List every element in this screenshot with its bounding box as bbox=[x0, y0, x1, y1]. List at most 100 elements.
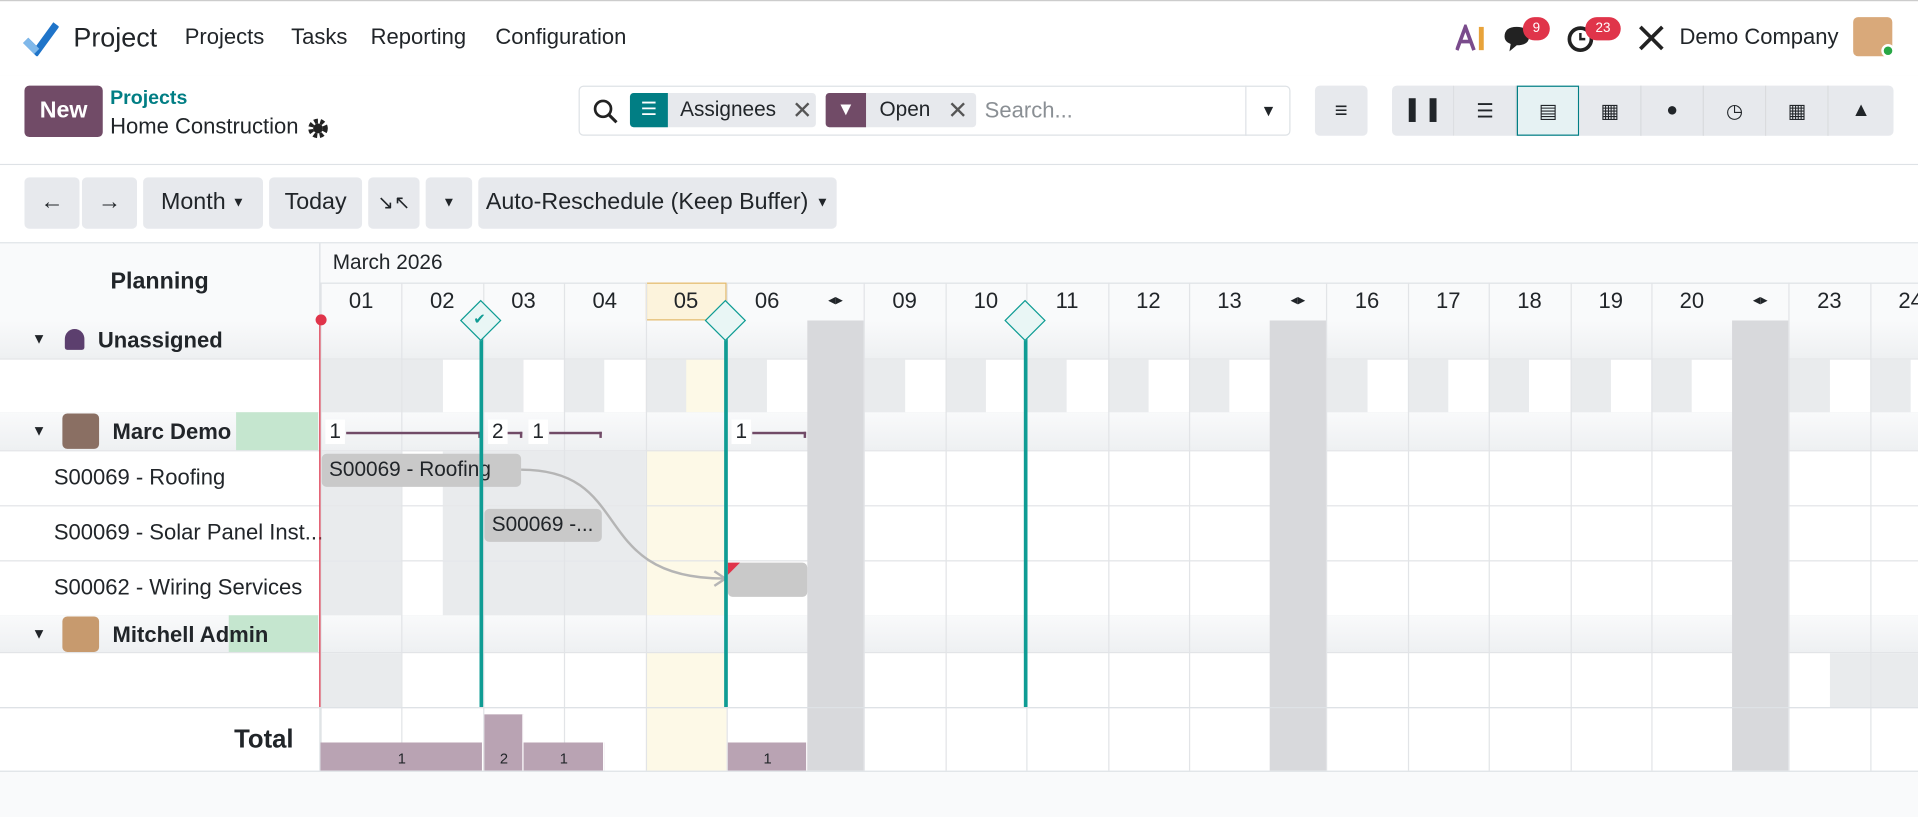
view-gantt[interactable]: ▤ bbox=[1516, 85, 1580, 136]
unavailable-cell bbox=[1570, 359, 1611, 413]
row-line bbox=[0, 505, 1918, 507]
unavailable-cell bbox=[1488, 359, 1530, 413]
facet-label: Assignees bbox=[680, 97, 777, 122]
activities-badge: 23 bbox=[1585, 17, 1621, 41]
view-activity[interactable]: ◷ bbox=[1703, 85, 1767, 136]
breadcrumb[interactable]: Projects bbox=[110, 88, 188, 109]
column-line bbox=[1651, 282, 1653, 771]
day-label: 09 bbox=[892, 288, 917, 314]
group-caret[interactable]: ▼ bbox=[31, 330, 47, 348]
facet-remove[interactable]: ✕ bbox=[791, 97, 813, 125]
day-label: 03 bbox=[511, 288, 536, 314]
messages-badge: 9 bbox=[1522, 17, 1550, 41]
unavailable-cell bbox=[1870, 359, 1911, 413]
column-line bbox=[1188, 282, 1191, 771]
milestone-line bbox=[1023, 320, 1028, 708]
group-caret[interactable]: ▼ bbox=[31, 625, 47, 643]
expand-toggle[interactable]: ◂▸ bbox=[1290, 291, 1306, 309]
column-line bbox=[864, 282, 866, 771]
view-graph[interactable]: ▲ bbox=[1828, 85, 1894, 136]
total-bar bbox=[523, 742, 605, 771]
next-button[interactable]: → bbox=[81, 177, 137, 229]
collapsed-column bbox=[1269, 320, 1326, 771]
unavailable-cell bbox=[645, 359, 686, 413]
previous-button[interactable]: ← bbox=[24, 177, 80, 229]
search-input[interactable]: Search... bbox=[984, 97, 1073, 123]
view-kanban[interactable]: ▌▐ bbox=[1392, 85, 1455, 136]
today-button[interactable]: Today bbox=[269, 177, 363, 229]
group-name: Mitchell Admin bbox=[112, 622, 269, 648]
column-line bbox=[1570, 282, 1572, 771]
now-dot bbox=[315, 314, 327, 326]
view-list[interactable]: ☰ bbox=[1454, 85, 1517, 136]
menu-item[interactable]: Configuration bbox=[495, 24, 627, 49]
scale-dropdown[interactable]: Month ▼ bbox=[143, 177, 263, 229]
unavailable-cell bbox=[726, 359, 768, 413]
more-dropdown[interactable]: ▼ bbox=[425, 177, 473, 229]
unavailable-cell bbox=[1788, 359, 1830, 413]
group-caret[interactable]: ▼ bbox=[31, 422, 47, 440]
day-label: 06 bbox=[754, 288, 780, 314]
reschedule-label: Auto-Reschedule (Keep Buffer) bbox=[485, 189, 809, 216]
expand-toggle[interactable]: ◂▸ bbox=[828, 291, 843, 309]
view-pivot[interactable]: ▦ bbox=[1766, 85, 1829, 136]
day-label: 18 bbox=[1517, 288, 1542, 314]
view-map[interactable]: ● bbox=[1641, 85, 1704, 136]
menu-item[interactable]: Reporting bbox=[370, 24, 467, 49]
count-span bbox=[549, 431, 602, 435]
facet-label: Open bbox=[879, 97, 931, 122]
count-span bbox=[752, 431, 807, 435]
user-avatar bbox=[62, 616, 100, 652]
unavailable-cell bbox=[401, 359, 443, 413]
menu-item[interactable]: Tasks bbox=[291, 24, 348, 49]
task-pill[interactable]: S00069 -... bbox=[484, 508, 602, 542]
row-label: S00069 - Roofing bbox=[53, 464, 226, 490]
search-icon[interactable] bbox=[592, 98, 619, 125]
column-line bbox=[482, 282, 485, 771]
filter-toggle[interactable]: ≡ bbox=[1314, 85, 1368, 136]
menu-item[interactable]: Projects bbox=[184, 24, 265, 49]
expand-toggle[interactable]: ◂▸ bbox=[1752, 291, 1768, 309]
ai-icon[interactable] bbox=[1455, 24, 1488, 51]
scale-label: Month bbox=[161, 189, 226, 216]
task-pill[interactable]: S00069 - Roofing bbox=[321, 453, 522, 487]
unavailable-cell bbox=[1026, 359, 1068, 413]
unavailable-cell bbox=[320, 653, 402, 708]
day-label: 16 bbox=[1354, 288, 1380, 314]
facet-remove[interactable]: ✕ bbox=[947, 97, 968, 125]
app-name[interactable]: Project bbox=[73, 22, 158, 53]
new-button[interactable]: New bbox=[24, 85, 103, 137]
settings-icon[interactable] bbox=[1638, 24, 1665, 51]
unassigned-icon bbox=[64, 329, 85, 350]
group-name: Marc Demo bbox=[112, 419, 232, 445]
unavailable-cell bbox=[482, 359, 524, 413]
unavailable-cell bbox=[1188, 359, 1230, 413]
user-avatar bbox=[62, 413, 100, 449]
day-label: 02 bbox=[430, 288, 455, 314]
milestone-line bbox=[724, 320, 728, 708]
column-line bbox=[645, 282, 647, 771]
count-label: 1 bbox=[528, 419, 548, 445]
total-row bbox=[0, 707, 1918, 709]
unavailable-cell bbox=[1407, 359, 1449, 413]
reschedule-dropdown[interactable]: Auto-Reschedule (Keep Buffer) ▼ bbox=[478, 177, 837, 229]
total-value: 1 bbox=[763, 749, 772, 767]
unavailable-cell bbox=[564, 359, 605, 413]
group-progress bbox=[236, 412, 319, 451]
column-line bbox=[320, 282, 322, 771]
unavailable-cell bbox=[1651, 359, 1692, 413]
view-calendar[interactable]: ▦ bbox=[1579, 85, 1642, 136]
planning-header: Planning bbox=[0, 243, 321, 321]
column-line bbox=[945, 282, 947, 771]
row-line bbox=[0, 450, 1918, 452]
collapse-button[interactable]: ↘↖ bbox=[368, 177, 420, 229]
total-value: 2 bbox=[499, 749, 509, 767]
column-line bbox=[1107, 282, 1109, 771]
task-pill[interactable] bbox=[727, 562, 808, 597]
search-dropdown[interactable]: ▼ bbox=[1245, 85, 1290, 136]
gear-icon[interactable] bbox=[307, 117, 329, 139]
count-span bbox=[346, 431, 481, 435]
company-switcher[interactable]: Demo Company bbox=[1679, 24, 1839, 49]
unavailable-cell bbox=[1326, 359, 1368, 413]
day-label: 10 bbox=[973, 288, 999, 314]
